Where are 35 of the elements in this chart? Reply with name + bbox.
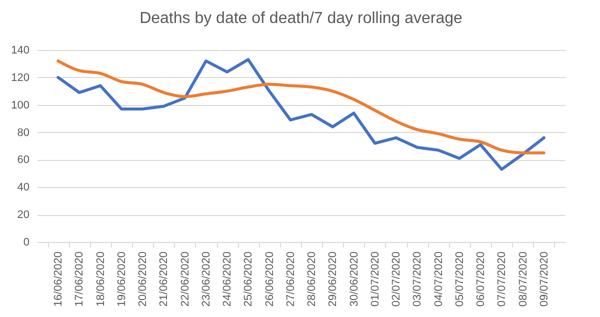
x-tick-label: 09/07/2020: [538, 252, 550, 307]
x-tick-label: 22/06/2020: [179, 252, 192, 307]
y-tick-label: 120: [11, 72, 30, 84]
x-tick-label: 28/06/2020: [306, 252, 318, 307]
x-tick-label: 30/06/2020: [348, 252, 360, 307]
x-tick-label: 17/06/2020: [74, 252, 86, 307]
x-tick-label: 03/07/2020: [412, 252, 424, 307]
x-tick-label: 04/07/2020: [432, 252, 445, 307]
y-tick-label: 140: [11, 44, 30, 56]
x-tick-label: 02/07/2020: [390, 252, 403, 307]
line-series: [56, 58, 546, 171]
x-tick-label: 07/07/2020: [496, 252, 508, 307]
x-tick-label: 27/06/2020: [284, 252, 297, 307]
x-tick-label: 06/07/2020: [475, 252, 488, 307]
x-tick-label: 24/06/2020: [222, 252, 234, 307]
y-tick-label: 20: [17, 209, 30, 222]
line-series: [56, 59, 546, 154]
x-tick-label: 01/07/2020: [369, 252, 382, 307]
y-tick-label: 100: [11, 99, 30, 112]
x-tick-label: 16/06/2020: [52, 252, 65, 307]
y-tick-label: 80: [17, 126, 30, 139]
chart-title: Deaths by date of death/7 day rolling average: [140, 10, 463, 27]
x-tick-label: 21/06/2020: [158, 252, 170, 307]
x-tick-label: 05/07/2020: [454, 252, 466, 307]
x-tick-label: 18/06/2020: [94, 252, 107, 307]
x-tick-label: 26/06/2020: [264, 252, 276, 307]
x-tick-label: 23/06/2020: [200, 252, 212, 307]
y-tick-label: 60: [17, 154, 30, 166]
x-tick-label: 29/06/2020: [327, 252, 340, 307]
x-tick-label: 08/07/2020: [517, 252, 530, 307]
x-tick-label: 20/06/2020: [137, 252, 150, 307]
x-tick-label: 19/06/2020: [116, 252, 128, 307]
y-tick-label: 0: [23, 236, 30, 248]
y-tick-label: 40: [17, 182, 30, 194]
x-tick-label: 25/06/2020: [242, 252, 255, 307]
